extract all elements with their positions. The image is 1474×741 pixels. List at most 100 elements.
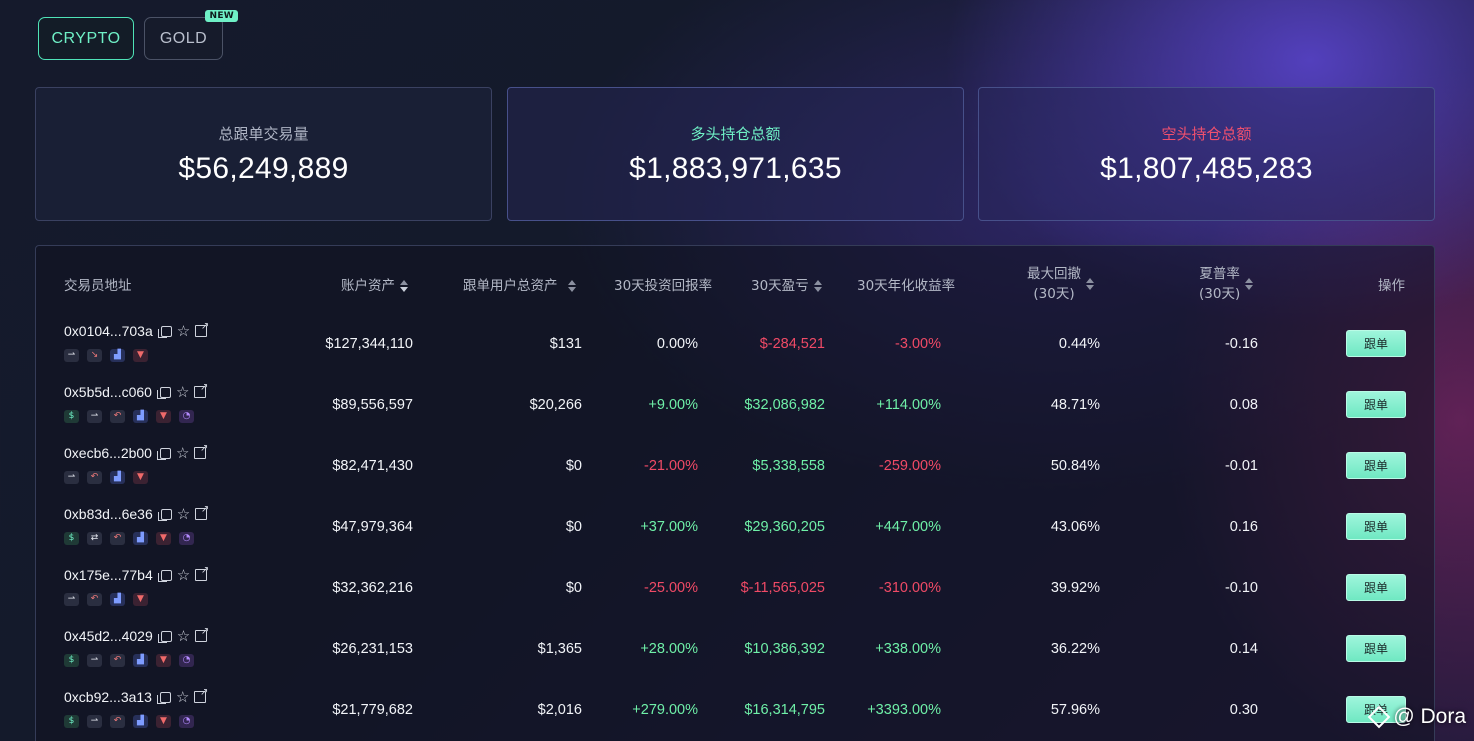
cell-sharpe: 0.30 (1229, 702, 1258, 718)
stat-value: $1,807,485,283 (1100, 151, 1313, 185)
cell-follower-assets: $0 (565, 580, 582, 596)
stat-card-long-positions: 多头持仓总额 $1,883,971,635 (507, 87, 964, 221)
address-text: 0x175e...77b4 (64, 567, 153, 583)
sort-icon[interactable] (1086, 278, 1094, 290)
header-sublabel: (30天) (1033, 286, 1075, 302)
external-link-icon[interactable] (195, 565, 209, 581)
strategy-tags: $ ⇄ ↶ ▟ ▼ ◔ (64, 532, 194, 545)
cell-roi-30d: +279.00% (632, 702, 698, 718)
external-link-icon[interactable] (194, 443, 208, 459)
arrow-down-icon: ↘ (87, 349, 102, 362)
trader-address[interactable]: 0xcb92...3a13 ☆ (64, 687, 208, 706)
new-badge: NEW (205, 10, 238, 22)
star-icon[interactable]: ☆ (175, 444, 190, 462)
table-row: 0x5b5d...c060 ☆ $ ⇀ ↶ ▟ ▼ ◔ $89,556,597 $20,266… (36, 376, 1434, 437)
external-link-icon[interactable] (195, 321, 209, 337)
table-row: 0x175e...77b4 ☆ ⇀ ↶ ▟ ▼ $32,362,216 $0 -25.00%… (36, 559, 1434, 620)
star-icon[interactable]: ☆ (176, 566, 191, 584)
money-bag-icon: $ (64, 654, 79, 667)
header-pnl-30d[interactable]: 30天盈亏 (751, 274, 822, 294)
cell-pnl-30d: $-11,565,025 (740, 580, 825, 596)
trader-address[interactable]: 0x45d2...4029 ☆ (64, 626, 209, 645)
undo-icon: ↶ (110, 410, 125, 423)
header-sharpe[interactable]: 夏普率 (30天) (1199, 264, 1254, 304)
stat-label: 空头持仓总额 (1161, 124, 1252, 143)
sort-icon[interactable] (400, 280, 408, 292)
star-icon[interactable]: ☆ (176, 505, 191, 523)
arrow-right-icon: ⇀ (64, 349, 79, 362)
cell-apr-30d: +338.00% (875, 641, 941, 657)
follow-button[interactable]: 跟单 (1346, 330, 1406, 357)
undo-icon: ↶ (110, 654, 125, 667)
copy-icon[interactable] (157, 630, 172, 643)
header-label: 夏普率 (1199, 266, 1240, 282)
copy-icon[interactable] (157, 569, 172, 582)
external-link-icon[interactable] (195, 504, 209, 520)
external-link-icon[interactable] (194, 382, 208, 398)
cell-sharpe: -0.10 (1224, 580, 1258, 596)
star-icon[interactable]: ☆ (176, 322, 191, 340)
stat-label: 多头持仓总额 (690, 124, 781, 143)
address-text: 0xecb6...2b00 (64, 445, 152, 461)
follow-button[interactable]: 跟单 (1346, 574, 1406, 601)
follow-button[interactable]: 跟单 (1346, 513, 1406, 540)
star-icon[interactable]: ☆ (175, 688, 190, 706)
follow-button[interactable]: 跟单 (1346, 635, 1406, 662)
header-action: 操作 (1378, 278, 1405, 294)
trader-address[interactable]: 0x175e...77b4 ☆ (64, 565, 209, 584)
chart-icon: ▟ (110, 593, 125, 606)
trader-address[interactable]: 0xecb6...2b00 ☆ (64, 443, 208, 462)
copy-icon[interactable] (156, 386, 171, 399)
sort-icon[interactable] (813, 280, 822, 292)
header-account-assets[interactable]: 账户资产 (341, 274, 408, 294)
cell-account-assets: $47,979,364 (332, 519, 413, 535)
address-text: 0xb83d...6e36 (64, 506, 153, 522)
header-sublabel: (30天) (1199, 286, 1241, 302)
cell-account-assets: $82,471,430 (332, 458, 413, 474)
sort-icon[interactable] (567, 280, 576, 292)
undo-icon: ↶ (87, 471, 102, 484)
cell-roi-30d: +9.00% (648, 397, 698, 413)
chart-icon: ▟ (110, 471, 125, 484)
copy-icon[interactable] (157, 508, 172, 521)
timer-icon: ◔ (179, 715, 194, 728)
strategy-tags: ⇀ ↶ ▟ ▼ (64, 471, 148, 484)
external-link-icon[interactable] (195, 626, 209, 642)
header-max-drawdown[interactable]: 最大回撤 (30天) (1027, 264, 1094, 304)
external-link-icon[interactable] (194, 687, 208, 703)
follow-button[interactable]: 跟单 (1346, 696, 1406, 723)
stat-value: $56,249,889 (178, 151, 349, 185)
tab-gold-label: GOLD (159, 29, 208, 47)
trader-address[interactable]: 0x5b5d...c060 ☆ (64, 382, 208, 401)
cell-account-assets: $127,344,110 (325, 336, 413, 352)
header-address: 交易员地址 (64, 278, 132, 294)
copy-icon[interactable] (156, 691, 171, 704)
follow-button[interactable]: 跟单 (1346, 452, 1406, 479)
arrow-right-icon: ⇀ (64, 593, 79, 606)
tab-crypto[interactable]: CRYPTO (38, 17, 134, 60)
funnel-icon: ▼ (133, 593, 148, 606)
copy-icon[interactable] (156, 447, 171, 460)
trader-address[interactable]: 0x0104...703a ☆ (64, 321, 209, 340)
header-follower-assets[interactable]: 跟单用户总资产 (463, 274, 576, 294)
funnel-icon: ▼ (133, 349, 148, 362)
funnel-icon: ▼ (156, 715, 171, 728)
header-roi-30d: 30天投资回报率 (614, 278, 713, 294)
copy-icon[interactable] (157, 325, 172, 338)
trader-address[interactable]: 0xb83d...6e36 ☆ (64, 504, 209, 523)
table-row: 0xb83d...6e36 ☆ $ ⇄ ↶ ▟ ▼ ◔ $47,979,364 $0 +37.0… (36, 498, 1434, 559)
cell-follower-assets: $131 (549, 336, 582, 352)
star-icon[interactable]: ☆ (176, 627, 191, 645)
cell-account-assets: $89,556,597 (332, 397, 413, 413)
strategy-tags: ⇀ ↘ ▟ ▼ (64, 349, 148, 362)
cell-pnl-30d: $16,314,795 (744, 702, 825, 718)
tab-gold[interactable]: GOLD NEW (144, 10, 238, 60)
cell-sharpe: 0.08 (1229, 397, 1258, 413)
cell-follower-assets: $2,016 (537, 702, 582, 718)
star-icon[interactable]: ☆ (175, 383, 190, 401)
cell-max-drawdown: 36.22% (1050, 641, 1100, 657)
follow-button[interactable]: 跟单 (1346, 391, 1406, 418)
cell-follower-assets: $0 (565, 458, 582, 474)
sort-icon[interactable] (1245, 278, 1254, 290)
timer-icon: ◔ (179, 410, 194, 423)
